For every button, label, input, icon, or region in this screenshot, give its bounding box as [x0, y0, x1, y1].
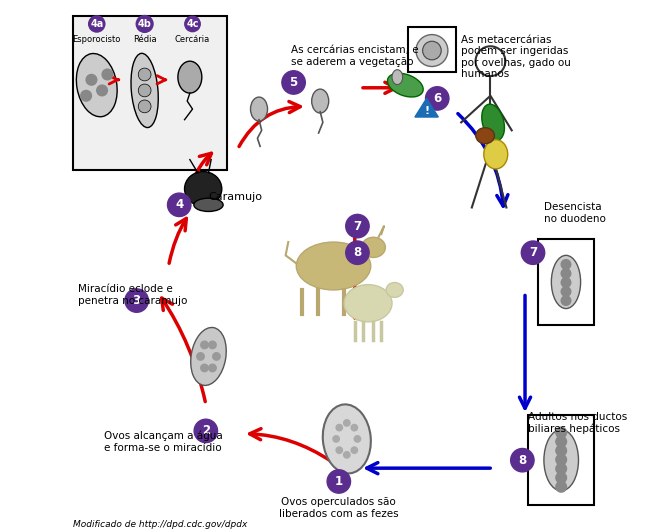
Circle shape [561, 278, 571, 287]
Ellipse shape [552, 255, 580, 309]
Circle shape [561, 296, 571, 305]
Text: Ovos operculados são
liberados com as fezes: Ovos operculados são liberados com as fe… [279, 497, 399, 519]
Circle shape [556, 454, 566, 465]
Ellipse shape [482, 104, 504, 140]
Text: Caramujo: Caramujo [209, 192, 263, 202]
Circle shape [561, 260, 571, 269]
Circle shape [197, 353, 204, 360]
Circle shape [336, 447, 342, 453]
Ellipse shape [388, 73, 423, 97]
Text: 4b: 4b [137, 19, 151, 29]
Ellipse shape [423, 41, 442, 60]
Circle shape [138, 84, 151, 97]
Text: 4: 4 [175, 198, 183, 211]
Circle shape [346, 241, 369, 264]
Text: As cercárias encistam, e
se aderem a vegetação: As cercárias encistam, e se aderem a veg… [291, 45, 419, 66]
Text: 8: 8 [518, 454, 526, 467]
Ellipse shape [416, 35, 448, 66]
Ellipse shape [392, 70, 403, 85]
Text: Cercária: Cercária [175, 35, 210, 44]
Ellipse shape [544, 430, 578, 491]
Circle shape [556, 427, 566, 438]
Circle shape [556, 481, 566, 492]
Text: 5: 5 [289, 76, 297, 89]
Text: As metacercárias
podem ser ingeridas
por ovelhas, gado ou
humanos: As metacercárias podem ser ingeridas por… [461, 35, 571, 79]
Circle shape [97, 85, 107, 96]
Polygon shape [415, 98, 438, 117]
Text: 4c: 4c [186, 19, 199, 29]
Circle shape [354, 436, 361, 442]
Circle shape [344, 452, 350, 458]
Circle shape [556, 436, 566, 447]
Ellipse shape [251, 97, 267, 121]
Ellipse shape [131, 53, 158, 128]
Text: 2: 2 [201, 425, 210, 437]
Text: Esporocisto: Esporocisto [73, 35, 121, 44]
Circle shape [556, 472, 566, 483]
Ellipse shape [484, 140, 508, 169]
FancyBboxPatch shape [408, 27, 456, 72]
Circle shape [102, 69, 113, 80]
Circle shape [81, 90, 91, 101]
Ellipse shape [362, 237, 386, 257]
Text: 3: 3 [133, 294, 141, 307]
Circle shape [282, 71, 305, 94]
Text: 4a: 4a [90, 19, 103, 29]
Circle shape [511, 448, 534, 472]
Circle shape [194, 419, 217, 443]
Ellipse shape [476, 128, 494, 144]
Circle shape [138, 68, 151, 81]
Ellipse shape [178, 61, 202, 93]
Circle shape [336, 425, 342, 431]
Circle shape [561, 269, 571, 278]
Circle shape [125, 289, 148, 312]
Circle shape [333, 436, 340, 442]
Ellipse shape [76, 54, 117, 117]
Ellipse shape [311, 89, 329, 113]
Circle shape [201, 341, 208, 348]
Text: Rédia: Rédia [133, 35, 157, 44]
Text: Adultos nos ductos
biliares hepáticos: Adultos nos ductos biliares hepáticos [528, 412, 627, 435]
Text: 6: 6 [433, 92, 442, 105]
Circle shape [556, 463, 566, 474]
Text: 7: 7 [354, 220, 362, 232]
Text: Ovos alcançam a água
e forma-se o miracídio: Ovos alcançam a água e forma-se o mirací… [104, 431, 223, 453]
Circle shape [556, 445, 566, 456]
Text: Modificado de http://dpd.cdc.gov/dpdx: Modificado de http://dpd.cdc.gov/dpdx [73, 520, 247, 529]
Ellipse shape [191, 328, 226, 385]
Text: 1: 1 [335, 475, 343, 488]
Ellipse shape [386, 282, 403, 297]
FancyBboxPatch shape [538, 239, 594, 325]
Ellipse shape [185, 171, 222, 206]
Circle shape [167, 193, 191, 217]
Circle shape [327, 470, 351, 493]
Ellipse shape [344, 285, 392, 322]
Ellipse shape [323, 404, 371, 473]
Circle shape [351, 425, 358, 431]
Circle shape [86, 74, 97, 85]
Circle shape [561, 287, 571, 296]
Text: 8: 8 [354, 246, 362, 259]
Circle shape [138, 100, 151, 113]
Text: Miracídio eclode e
penetra no caramujo: Miracídio eclode e penetra no caramujo [78, 285, 187, 306]
FancyBboxPatch shape [73, 16, 227, 170]
Circle shape [209, 341, 216, 348]
Circle shape [209, 364, 216, 372]
Circle shape [344, 420, 350, 426]
Circle shape [201, 364, 208, 372]
Text: Desencista
no duodeno: Desencista no duodeno [544, 202, 606, 223]
Text: !: ! [424, 106, 429, 116]
Circle shape [213, 353, 220, 360]
Ellipse shape [296, 242, 371, 290]
Circle shape [351, 447, 358, 453]
Circle shape [426, 87, 449, 110]
Circle shape [522, 241, 545, 264]
Text: 7: 7 [529, 246, 537, 259]
FancyBboxPatch shape [528, 415, 594, 505]
Ellipse shape [194, 198, 223, 211]
Circle shape [346, 214, 369, 238]
